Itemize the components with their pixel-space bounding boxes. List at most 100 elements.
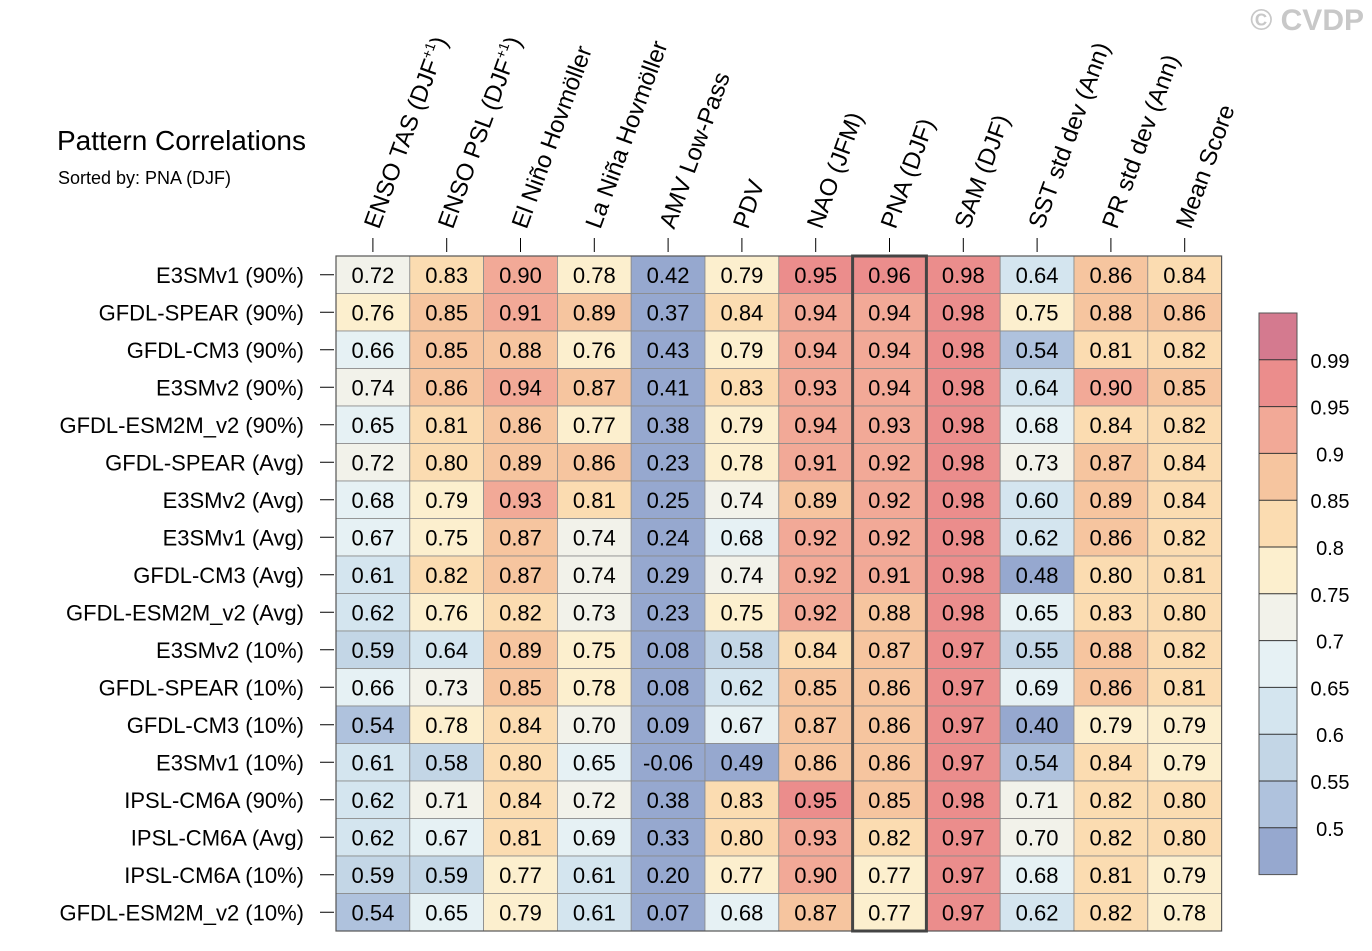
cell-value: 0.78 [425,713,468,738]
cell-value: 0.89 [794,488,837,513]
cell-value: 0.94 [794,413,837,438]
heatmap-cell [926,293,1001,332]
colorbar-label: 0.6 [1316,725,1344,747]
heatmap-cell [409,480,484,519]
cell-value: 0.86 [794,750,837,775]
cell-value: 0.72 [351,450,394,475]
chart-subtitle: Sorted by: PNA (DJF) [58,168,232,188]
cell-value: 0.98 [942,263,985,288]
cell-value: 0.87 [499,563,542,588]
cell-value: 0.68 [720,900,763,925]
cell-value: 0.68 [1016,863,1059,888]
cell-value: 0.80 [1163,600,1206,625]
heatmap-cell [704,668,780,707]
heatmap-cell [335,330,411,369]
cell-value: 0.77 [720,863,763,888]
heatmap-cell [1147,480,1223,519]
cell-value: 0.81 [425,413,468,438]
heatmap-cell [1147,855,1223,894]
column-label: PR std dev (Ann) [1097,51,1185,232]
cell-value: 0.78 [1163,900,1206,925]
heatmap-cell [1147,668,1223,707]
cell-value: 0.54 [351,900,394,925]
heatmap-cell [704,555,780,594]
heatmap-cell [999,330,1075,369]
row-label: GFDL-ESM2M_v2 (10%) [59,900,304,925]
cell-value: 0.23 [647,600,690,625]
column-label: PDV [728,176,770,232]
cell-value: 0.59 [425,863,468,888]
cell-value: 0.98 [942,300,985,325]
cell-value: 0.61 [573,900,616,925]
heatmap-cell [999,518,1075,557]
row-label: GFDL-CM3 (90%) [127,338,304,363]
cell-value: 0.83 [720,788,763,813]
cell-value: 0.84 [1163,450,1206,475]
cell-value: 0.95 [794,263,837,288]
heatmap-cell [630,743,706,782]
row-label: GFDL-SPEAR (90%) [99,300,304,325]
heatmap-cell [704,368,780,407]
cell-value: 0.71 [1016,788,1059,813]
heatmap-cell [630,818,706,857]
heatmap-cell [852,593,927,632]
colorbar-segment [1259,734,1297,781]
cell-value: 0.65 [1016,600,1059,625]
cell-value: 0.82 [1163,525,1206,550]
heatmap-cell [704,593,780,632]
cell-value: 0.73 [573,600,616,625]
cell-value: 0.75 [573,638,616,663]
heatmap-cell [409,705,484,744]
cell-value: 0.20 [647,863,690,888]
heatmap-cell [999,780,1075,819]
cell-value: 0.48 [1016,563,1059,588]
heatmap-cell [1147,330,1223,369]
heatmap-cell [483,368,558,407]
cell-value: 0.80 [1089,563,1132,588]
heatmap-cell [630,705,706,744]
cell-value: 0.95 [794,788,837,813]
cell-value: 0.65 [351,413,394,438]
cell-value: 0.07 [647,900,690,925]
heatmap-cell [483,443,558,482]
cell-value: 0.86 [1089,675,1132,700]
cell-value: 0.79 [1089,713,1132,738]
heatmap-cell [999,743,1075,782]
cell-value: 0.85 [1163,375,1206,400]
cell-value: 0.98 [942,413,985,438]
cell-value: 0.82 [1163,338,1206,363]
cell-value: 0.98 [942,525,985,550]
heatmap-cell [999,368,1075,407]
cell-value: 0.87 [1089,450,1132,475]
heatmap-cell [926,668,1001,707]
heatmap-cell [483,893,558,932]
heatmap-cell [483,555,558,594]
cell-value: 0.82 [425,563,468,588]
cell-value: 0.81 [499,825,542,850]
cell-value: 0.76 [573,338,616,363]
cell-value: 0.66 [351,675,394,700]
heatmap-cell [999,630,1075,669]
heatmap-cell [557,705,632,744]
heatmap-cell [1147,893,1223,932]
cell-value: 0.83 [1089,600,1132,625]
cell-value: 0.43 [647,338,690,363]
cell-value: 0.81 [1163,675,1206,700]
cell-value: 0.75 [425,525,468,550]
cell-value: 0.68 [720,525,763,550]
cell-value: 0.67 [351,525,394,550]
heatmap-cell [1147,255,1223,294]
heatmap-cell [852,855,927,894]
cell-value: 0.85 [499,675,542,700]
cell-value: 0.79 [720,338,763,363]
heatmap-cell [852,555,927,594]
cell-value: 0.74 [720,488,763,513]
heatmap-cell [1147,443,1223,482]
cell-value: 0.60 [1016,488,1059,513]
cell-value: 0.80 [1163,788,1206,813]
heatmap-cell [1073,255,1149,294]
cell-value: 0.84 [1163,488,1206,513]
cell-value: 0.69 [1016,675,1059,700]
heatmap-cell [1073,593,1149,632]
heatmap-cell [483,330,558,369]
